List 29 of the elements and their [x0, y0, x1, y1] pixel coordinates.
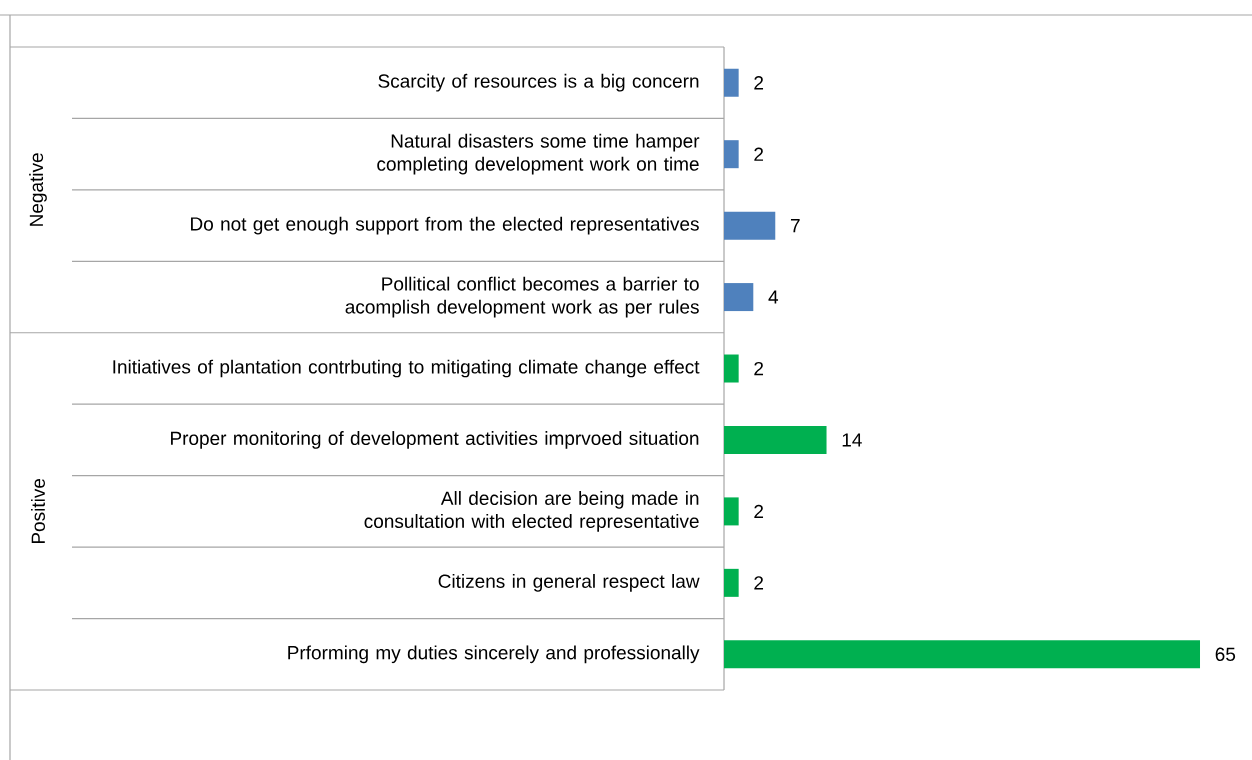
- data-label: 2: [754, 576, 764, 590]
- bar: [724, 140, 739, 169]
- y-tick-label: Pollitical conflict becomes a barrier to acomplish development work as per rules: [345, 276, 699, 318]
- bar: [724, 283, 754, 312]
- bar: [724, 354, 739, 383]
- data-label: 2: [754, 361, 764, 376]
- bar: [724, 425, 827, 454]
- data-label: 7: [790, 219, 800, 233]
- data-label: 2: [754, 76, 764, 90]
- bar: [724, 211, 776, 240]
- bar: [724, 497, 739, 526]
- y-tick-label: Initiatives of plantation contrbuting to mitigating climate change effect: [113, 359, 700, 378]
- data-label: 2: [754, 504, 764, 519]
- bar: [724, 640, 1201, 669]
- data-label: 14: [842, 433, 862, 447]
- data-label: 65: [1215, 647, 1236, 662]
- y-tick-label: Citizens in general respect law: [438, 573, 700, 592]
- y-tick-label: All decision are being made in consultation with elected representative: [364, 491, 699, 532]
- text: Positive: [31, 478, 45, 544]
- y-tick-label: Natural disasters some time hamper completing development work on time: [377, 133, 700, 175]
- data-label: 2: [754, 147, 764, 161]
- y-tick-label: Proper monitoring of development activities imprvoed situation: [171, 431, 699, 449]
- y-tick-label: Scarcity of resources is a big concern: [378, 73, 699, 92]
- bar: [724, 568, 739, 597]
- data-label: 4: [768, 290, 779, 304]
- y-tick-label: Do not get enough support from the elected representatives: [191, 216, 699, 235]
- bar: [724, 68, 739, 97]
- text: Negative: [29, 153, 47, 226]
- y-tick-label: Prforming my duties sincerely and professionally: [288, 645, 700, 664]
